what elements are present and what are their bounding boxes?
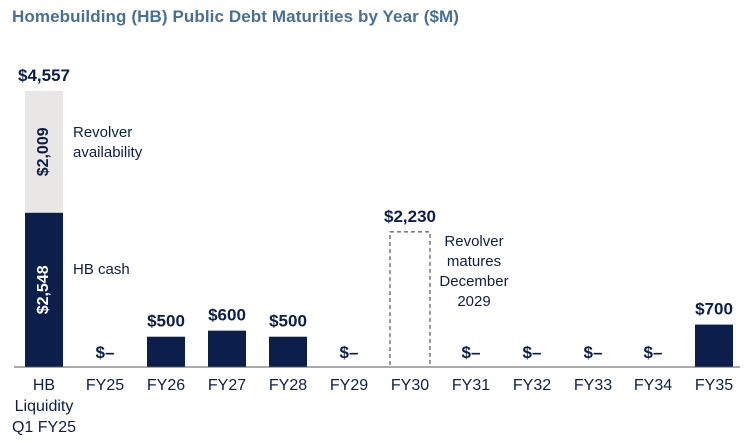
tick-label: Liquidity (15, 398, 74, 415)
value-label: $600 (208, 306, 246, 325)
value-label: $– (96, 343, 115, 362)
bar-fy35 (695, 324, 733, 367)
tick-label: FY28 (269, 377, 307, 394)
tick-labels-group: HB Liquidity Q1 FY25 FY25 FY26 FY27 FY28 FY29 FY… (12, 377, 733, 436)
stack-segment-revolver-availability (25, 91, 63, 213)
value-label: $– (523, 343, 542, 362)
value-label: $– (584, 343, 603, 362)
tick-label: FY31 (452, 377, 490, 394)
tick-label: FY29 (330, 377, 368, 394)
value-label: $– (644, 343, 663, 362)
bars-group (25, 91, 733, 368)
note-revolver-matures: matures (447, 253, 501, 270)
note-revolver-matures: December (439, 273, 508, 290)
tick-label: FY32 (513, 377, 551, 394)
tick-label: Q1 FY25 (12, 419, 76, 436)
value-label: $– (462, 343, 481, 362)
value-label: $– (340, 343, 359, 362)
note-revolver-matures: Revolver (444, 233, 503, 250)
note-hb-cash: HB cash (73, 261, 130, 278)
note-revolver-matures: 2029 (457, 293, 490, 310)
tick-label: FY27 (208, 377, 246, 394)
tick-label: FY26 (147, 377, 185, 394)
tick-label: FY35 (695, 377, 733, 394)
chart-title: Homebuilding (HB) Public Debt Maturities… (12, 7, 460, 26)
note-revolver-availability: Revolver (73, 124, 132, 141)
tick-label: FY34 (634, 377, 672, 394)
note-revolver-availability: availability (73, 144, 143, 161)
bar-fy28 (269, 336, 307, 367)
value-label: $700 (695, 300, 733, 319)
value-label: $500 (269, 312, 307, 331)
value-label: $500 (147, 312, 185, 331)
bar-fy26 (147, 336, 185, 367)
tick-label: HB (33, 377, 55, 394)
bar-fy30 (389, 231, 431, 368)
annotations-group: Revolver availability HB cash Revolver matur… (73, 124, 509, 310)
tick-label: FY30 (391, 377, 429, 394)
segment-value-label: $2,548 (35, 265, 52, 314)
bar-fy27 (208, 330, 246, 367)
stack-segment-hb-cash (25, 212, 63, 367)
value-label: $2,230 (384, 207, 436, 226)
value-labels-group: $2,548 $2,009 $4,557 $– $500 $600 $500 $– $2,230… (18, 66, 733, 362)
segment-value-label: $2,009 (35, 127, 52, 176)
tick-label: FY33 (574, 377, 612, 394)
tick-label: FY25 (86, 377, 124, 394)
value-label: $4,557 (18, 66, 70, 85)
